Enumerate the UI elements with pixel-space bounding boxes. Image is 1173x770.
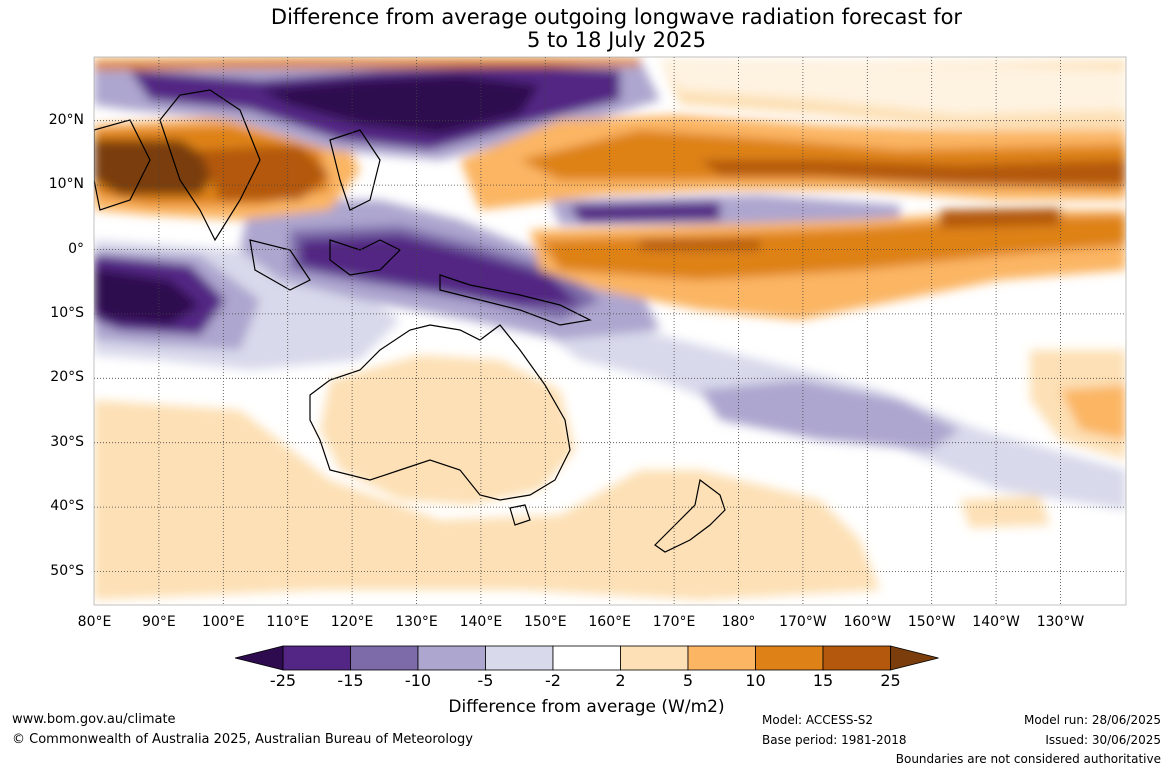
colorbar-cell <box>687 645 756 671</box>
model-run-date: Model run: 28/06/2025 <box>1023 713 1161 727</box>
latitude-label: 20°S <box>50 369 84 386</box>
longitude-label: 150°E <box>524 614 567 630</box>
model-name: Model: ACCESS-S2 <box>762 713 874 727</box>
colorbar-tick-label: 25 <box>880 671 901 690</box>
longitude-label: 120°E <box>330 614 374 630</box>
colorbar-tick-label: -15 <box>337 671 364 690</box>
colorbar-tick-label: -10 <box>404 671 432 690</box>
copyright-text: © Commonwealth of Australia 2025, Austra… <box>12 732 473 747</box>
colorbar-tick-label: 10 <box>745 671 766 690</box>
colorbar-tick-label: -25 <box>269 671 297 690</box>
latitude-label: 50°S <box>50 562 84 579</box>
longitude-label: 130°W <box>1036 614 1085 630</box>
base-period: Base period: 1981-2018 <box>762 733 907 747</box>
latitude-label: 10°S <box>50 304 84 321</box>
latitude-label: 0° <box>68 240 84 257</box>
colorbar-cell <box>350 645 419 671</box>
colorbar-cell <box>822 645 891 671</box>
colorbar-tick-label: -2 <box>545 671 561 690</box>
longitude-label: 180° <box>721 614 756 630</box>
longitude-label: 110°E <box>266 614 309 630</box>
chart-title-line-2: 5 to 18 July 2025 <box>526 28 707 52</box>
longitude-label: 130°E <box>395 614 438 630</box>
colorbar-cell <box>552 645 621 671</box>
issued-date: Issued: 30/06/2025 <box>1045 733 1161 747</box>
colorbar-tick-label: 15 <box>812 671 834 690</box>
longitude-label: 140°W <box>972 614 1020 630</box>
longitude-label: 160°E <box>588 614 631 630</box>
website-link[interactable]: www.bom.gov.au/climate <box>12 712 176 727</box>
colorbar-cell <box>620 645 689 671</box>
anomaly-field <box>94 58 1126 600</box>
colorbar-tick-label: 2 <box>615 671 626 690</box>
longitude-label: 170°E <box>652 614 696 630</box>
latitude-label: 10°N <box>48 176 84 193</box>
map-gridlines <box>94 57 1126 605</box>
longitude-label: 100°E <box>202 614 245 630</box>
colorbar-extend-high <box>890 645 939 671</box>
colorbar-cell <box>282 645 351 671</box>
colorbar-tick-label: 5 <box>682 671 694 690</box>
colorbar-tick-label: -5 <box>477 671 494 690</box>
longitude-label: 90°E <box>142 614 176 630</box>
longitude-label: 170°W <box>779 614 827 630</box>
colorbar-cell <box>755 645 824 671</box>
latitude-label: 20°N <box>48 111 84 128</box>
colorbar-cell <box>417 645 486 671</box>
colorbar-extend-low <box>234 645 284 671</box>
longitude-label: 150°W <box>907 614 956 630</box>
longitude-label: 80°E <box>77 614 112 630</box>
longitude-label: 160°W <box>843 614 892 630</box>
chart-title-line-1: Difference from average outgoing longwav… <box>270 5 963 29</box>
coastlines <box>94 89 726 553</box>
longitude-label: 140°E <box>459 614 503 630</box>
colorbar-cell <box>485 645 554 671</box>
boundary-disclaimer: Boundaries are not considered authoritat… <box>895 752 1161 766</box>
latitude-label: 30°S <box>50 433 84 450</box>
latitude-label: 40°S <box>50 498 84 515</box>
colorbar-title: Difference from average (W/m2) <box>448 697 725 717</box>
